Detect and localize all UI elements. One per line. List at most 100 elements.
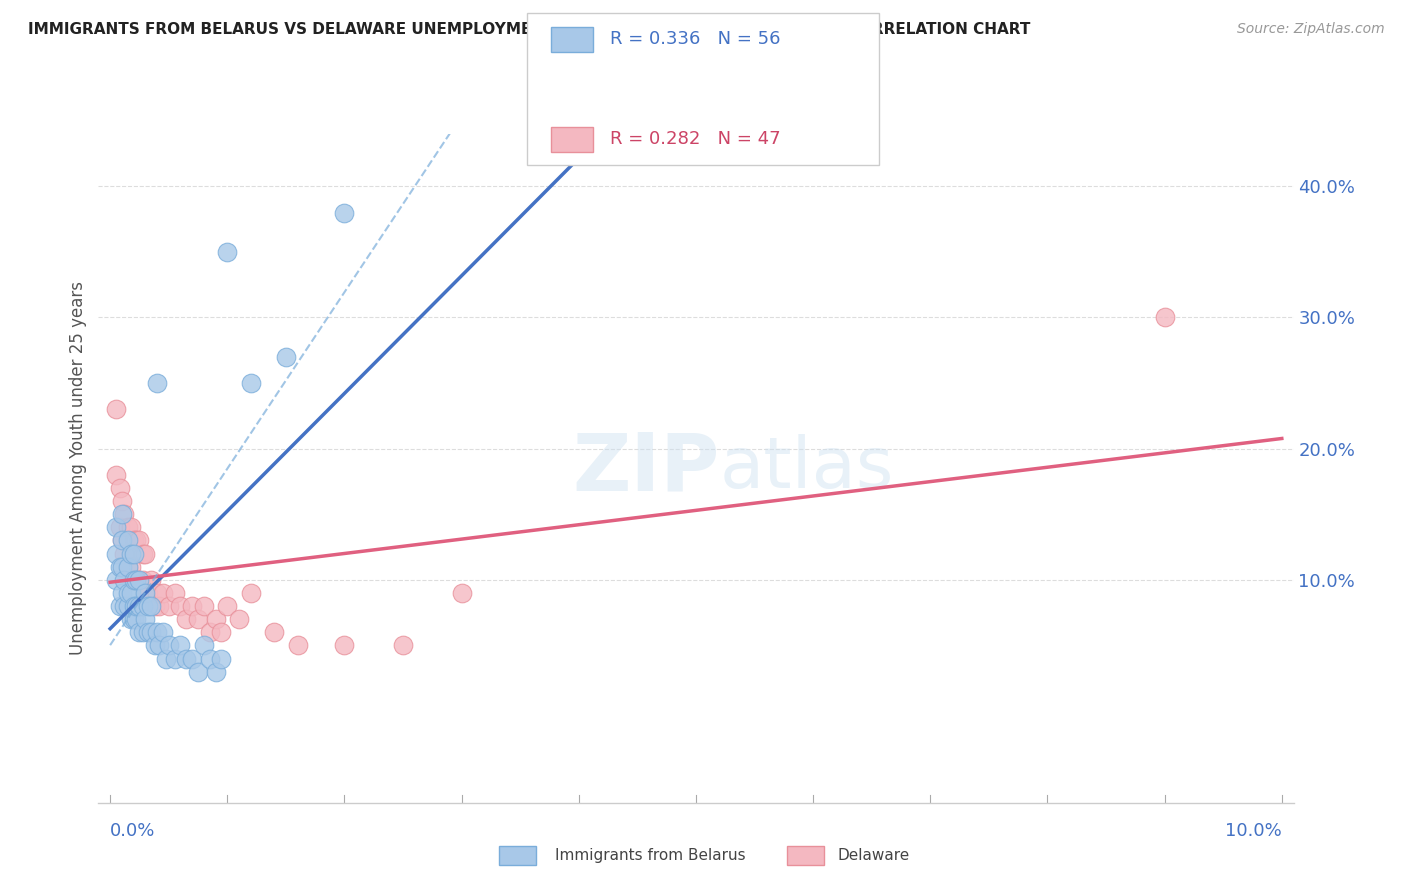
Point [120, 559, 142, 574]
Point [105, 402, 128, 417]
Point [333, 639, 356, 653]
Point [111, 494, 134, 508]
Point [108, 559, 131, 574]
Point [169, 599, 191, 613]
Point [141, 573, 163, 587]
Point [157, 639, 180, 653]
Point [105, 467, 128, 482]
Point [187, 612, 209, 626]
Point [132, 547, 155, 561]
Point [120, 586, 142, 600]
Point [450, 586, 472, 600]
Point [128, 573, 150, 587]
Point [148, 639, 170, 653]
Point [134, 586, 156, 600]
Point [204, 665, 226, 679]
Point [112, 573, 135, 587]
Point [198, 625, 221, 640]
Point [174, 651, 197, 665]
Point [117, 533, 139, 548]
Point [217, 599, 239, 613]
Point [122, 533, 145, 548]
Point [152, 586, 174, 600]
Point [128, 625, 150, 640]
Point [125, 573, 148, 587]
Point [134, 547, 156, 561]
Point [228, 612, 250, 626]
Point [152, 625, 174, 640]
Point [122, 573, 145, 587]
Text: ZIP: ZIP [572, 429, 720, 508]
Point [239, 586, 262, 600]
Point [136, 586, 159, 600]
Point [204, 612, 226, 626]
Point [143, 639, 166, 653]
Text: 0.0%: 0.0% [110, 822, 156, 840]
Point [117, 559, 139, 574]
Point [105, 573, 128, 587]
Point [146, 625, 169, 640]
Point [392, 639, 415, 653]
Text: Immigrants from Belarus: Immigrants from Belarus [555, 848, 747, 863]
Point [141, 599, 163, 613]
Point [122, 612, 145, 626]
Point [155, 651, 177, 665]
Point [122, 573, 145, 587]
Point [120, 520, 142, 534]
Point [111, 559, 134, 574]
Point [111, 533, 134, 548]
Point [117, 599, 139, 613]
Point [333, 205, 356, 219]
Text: 10.0%: 10.0% [1225, 822, 1282, 840]
Point [105, 520, 128, 534]
Point [263, 625, 285, 640]
Point [125, 573, 148, 587]
Point [146, 586, 169, 600]
Point [132, 625, 155, 640]
Point [128, 599, 150, 613]
Point [108, 599, 131, 613]
Point [211, 625, 233, 640]
Point [125, 612, 148, 626]
Point [132, 599, 155, 613]
Point [122, 547, 145, 561]
Text: Source: ZipAtlas.com: Source: ZipAtlas.com [1237, 22, 1385, 37]
Point [157, 599, 180, 613]
Point [108, 481, 131, 495]
Point [112, 547, 135, 561]
Point [193, 599, 215, 613]
Point [136, 599, 159, 613]
Point [134, 612, 156, 626]
Point [111, 507, 134, 521]
Point [105, 547, 128, 561]
Point [112, 599, 135, 613]
Point [112, 507, 135, 521]
Point [239, 376, 262, 390]
Point [163, 651, 186, 665]
Point [163, 586, 186, 600]
Point [198, 651, 221, 665]
Point [143, 599, 166, 613]
Point [117, 559, 139, 574]
Point [122, 599, 145, 613]
Point [217, 244, 239, 259]
Point [169, 639, 191, 653]
Point [181, 599, 204, 613]
Text: IMMIGRANTS FROM BELARUS VS DELAWARE UNEMPLOYMENT AMONG YOUTH UNDER 25 YEARS CORR: IMMIGRANTS FROM BELARUS VS DELAWARE UNEM… [28, 22, 1031, 37]
Point [125, 533, 148, 548]
Point [193, 639, 215, 653]
Text: R = 0.282   N = 47: R = 0.282 N = 47 [610, 130, 780, 148]
Point [287, 639, 309, 653]
Text: R = 0.336   N = 56: R = 0.336 N = 56 [610, 30, 780, 48]
Point [108, 520, 131, 534]
Point [132, 573, 155, 587]
Point [120, 612, 142, 626]
Point [117, 586, 139, 600]
Point [141, 625, 163, 640]
Point [136, 625, 159, 640]
Point [1153, 310, 1175, 325]
Point [211, 651, 233, 665]
Point [111, 586, 134, 600]
Text: atlas: atlas [720, 434, 894, 503]
Point [274, 350, 297, 364]
